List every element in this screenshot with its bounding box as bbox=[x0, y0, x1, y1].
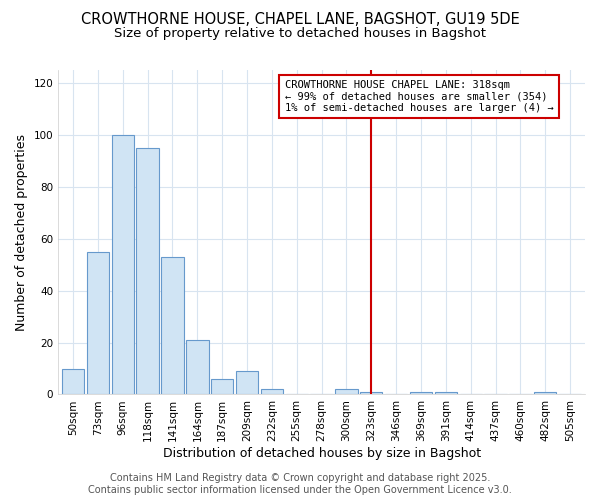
Bar bbox=[211, 379, 233, 394]
Bar bbox=[236, 371, 258, 394]
Bar bbox=[410, 392, 432, 394]
Bar bbox=[161, 257, 184, 394]
Bar bbox=[62, 368, 84, 394]
Text: Size of property relative to detached houses in Bagshot: Size of property relative to detached ho… bbox=[114, 28, 486, 40]
Y-axis label: Number of detached properties: Number of detached properties bbox=[15, 134, 28, 330]
Bar bbox=[260, 390, 283, 394]
Bar bbox=[87, 252, 109, 394]
Bar bbox=[112, 135, 134, 394]
X-axis label: Distribution of detached houses by size in Bagshot: Distribution of detached houses by size … bbox=[163, 447, 481, 460]
Text: Contains HM Land Registry data © Crown copyright and database right 2025.
Contai: Contains HM Land Registry data © Crown c… bbox=[88, 474, 512, 495]
Bar bbox=[360, 392, 382, 394]
Text: CROWTHORNE HOUSE CHAPEL LANE: 318sqm
← 99% of detached houses are smaller (354)
: CROWTHORNE HOUSE CHAPEL LANE: 318sqm ← 9… bbox=[285, 80, 553, 113]
Bar bbox=[335, 390, 358, 394]
Bar bbox=[186, 340, 209, 394]
Bar bbox=[136, 148, 159, 394]
Bar bbox=[534, 392, 556, 394]
Bar bbox=[434, 392, 457, 394]
Text: CROWTHORNE HOUSE, CHAPEL LANE, BAGSHOT, GU19 5DE: CROWTHORNE HOUSE, CHAPEL LANE, BAGSHOT, … bbox=[80, 12, 520, 28]
